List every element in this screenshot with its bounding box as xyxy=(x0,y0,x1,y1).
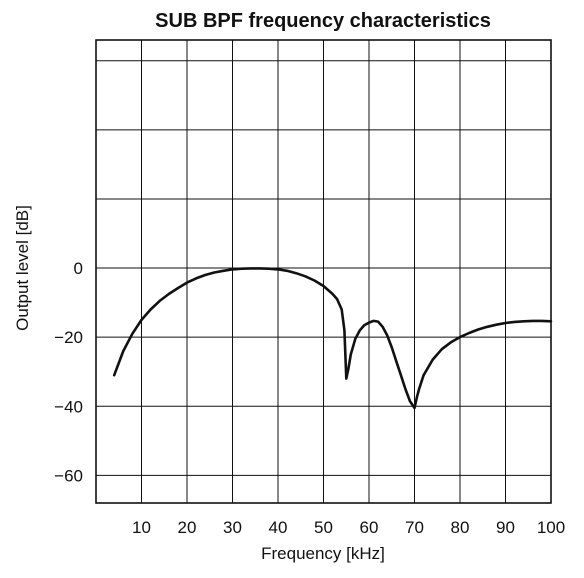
x-tick-label: 30 xyxy=(223,518,242,537)
x-tick-label: 90 xyxy=(496,518,515,537)
plot-frame xyxy=(95,39,552,504)
grid xyxy=(96,40,552,503)
x-tick-label: 50 xyxy=(314,518,333,537)
y-axis-label: Output level [dB] xyxy=(13,205,32,331)
x-tick-label: 80 xyxy=(451,518,470,537)
x-tick-label: 10 xyxy=(132,518,151,537)
x-tick-label: 70 xyxy=(405,518,424,537)
tick-labels: 10 20 30 40 50 60 70 80 90 100 0 −20 −40 −60 xyxy=(54,259,565,537)
y-tick-label: −20 xyxy=(54,328,83,347)
x-tick-label: 40 xyxy=(269,518,288,537)
x-tick-label: 100 xyxy=(537,518,565,537)
x-axis-label: Frequency [kHz] xyxy=(261,544,385,563)
y-tick-label: −60 xyxy=(54,466,83,485)
x-tick-label: 60 xyxy=(360,518,379,537)
response-curve xyxy=(112,267,553,410)
x-tick-label: 20 xyxy=(178,518,197,537)
chart-title: SUB BPF frequency characteristics xyxy=(155,10,491,32)
y-tick-label: 0 xyxy=(74,259,83,278)
y-tick-label: −40 xyxy=(54,397,83,416)
